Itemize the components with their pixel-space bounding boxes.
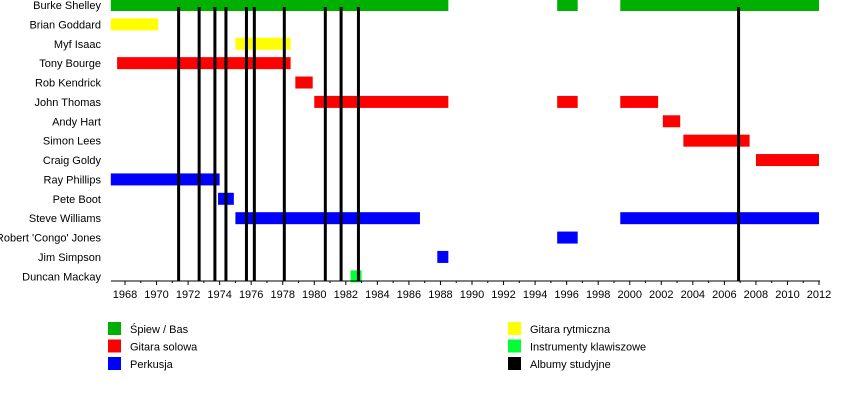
album-release-line (323, 7, 327, 281)
x-tick-label: 1992 (491, 289, 515, 301)
album-release-line (282, 7, 286, 281)
member-label: John Thomas (35, 97, 102, 109)
album-release-line (213, 7, 217, 281)
legend-swatch-rhythm_guitar (508, 322, 521, 335)
member-period-bar (620, 0, 820, 11)
member-label: Pete Boot (53, 194, 101, 206)
x-tick-label: 2010 (775, 289, 799, 301)
x-tick-label: 1970 (144, 289, 168, 301)
member-period-bar (557, 231, 578, 244)
legend-label-drums: Perkusja (130, 359, 174, 371)
x-tick-label: 2012 (807, 289, 831, 301)
member-period-bar (557, 95, 578, 108)
album-release-line (737, 7, 741, 281)
album-release-line (252, 7, 256, 281)
legend-swatch-albums (508, 357, 521, 370)
member-period-bar (314, 95, 449, 108)
member-label: Robert 'Congo' Jones (0, 233, 101, 245)
member-period-bar (110, 173, 220, 186)
x-tick-label: 1974 (207, 289, 231, 301)
album-release-line (197, 7, 201, 281)
member-label: Myf Isaac (54, 39, 102, 51)
legend-swatch-keyboards (508, 339, 521, 353)
member-label: Ray Phillips (44, 174, 102, 186)
member-label: Jim Simpson (38, 252, 101, 264)
x-tick-label: 1972 (176, 289, 200, 301)
member-period-bar (557, 0, 578, 11)
album-release-line (224, 7, 228, 281)
album-release-line (177, 7, 181, 281)
member-period-bar (235, 212, 420, 225)
x-tick-label: 1994 (523, 289, 547, 301)
member-label: Burke Shelley (33, 0, 101, 12)
member-label: Andy Hart (52, 116, 101, 128)
x-tick-label: 2004 (681, 289, 705, 301)
member-label: Duncan Mackay (22, 271, 101, 283)
legend-label-albums: Albumy studyjne (530, 359, 611, 371)
legend-label-lead_guitar: Gitara solowa (130, 342, 198, 354)
member-label: Rob Kendrick (35, 78, 102, 90)
member-period-bar (437, 250, 449, 263)
member-label: Craig Goldy (43, 155, 102, 167)
member-label: Simon Lees (43, 136, 102, 148)
member-period-bar (110, 0, 449, 11)
x-tick-label: 1988 (428, 289, 452, 301)
x-tick-label: 1976 (239, 289, 263, 301)
member-label: Tony Bourge (39, 58, 101, 70)
legend-swatch-vocals_bass (108, 322, 121, 335)
legend-label-keyboards: Instrumenty klawiszowe (530, 342, 646, 354)
member-label: Steve Williams (29, 213, 102, 225)
x-tick-label: 1982 (334, 289, 358, 301)
x-tick-label: 2008 (744, 289, 768, 301)
x-tick-label: 1984 (365, 289, 389, 301)
album-release-line (356, 7, 360, 281)
x-tick-label: 1980 (302, 289, 326, 301)
x-tick-label: 2006 (712, 289, 736, 301)
x-tick-label: 1990 (460, 289, 484, 301)
x-tick-label: 2002 (649, 289, 673, 301)
x-tick-label: 1968 (113, 289, 137, 301)
legend-label-vocals_bass: Śpiew / Bas (130, 323, 189, 336)
member-period-bar (662, 115, 681, 128)
member-label: Brian Goddard (29, 19, 101, 31)
legend-swatch-lead_guitar (108, 339, 121, 353)
x-tick-label: 1978 (270, 289, 294, 301)
member-period-bar (350, 270, 362, 283)
member-period-bar (620, 95, 659, 108)
member-period-bar (683, 134, 750, 147)
member-period-bar (235, 37, 291, 50)
album-release-line (339, 7, 343, 281)
x-tick-label: 2000 (617, 289, 641, 301)
member-period-bar (295, 76, 313, 89)
legend-swatch-drums (108, 357, 121, 370)
member-period-bar (110, 18, 159, 31)
member-period-bar (620, 212, 820, 225)
album-release-line (244, 7, 248, 281)
member-period-bar (117, 57, 291, 70)
member-period-bar (755, 154, 820, 167)
x-tick-label: 1998 (586, 289, 610, 301)
legend-label-rhythm_guitar: Gitara rytmiczna (530, 324, 611, 336)
x-tick-label: 1986 (397, 289, 421, 301)
x-tick-label: 1996 (554, 289, 578, 301)
